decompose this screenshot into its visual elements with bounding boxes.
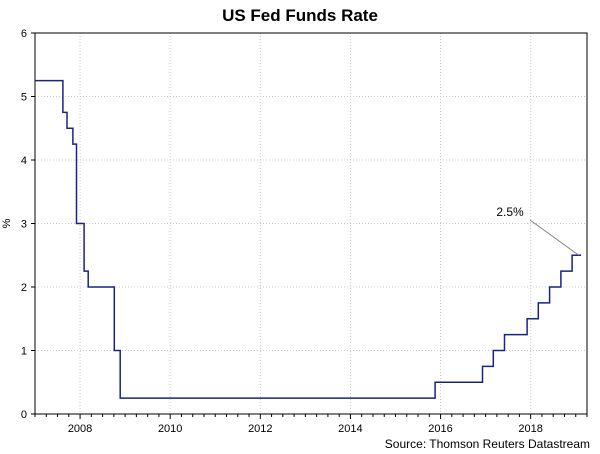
y-tick-label: 6 [21,28,27,40]
grid [35,33,587,414]
x-tick-label: 2014 [338,423,362,435]
x-tick-label: 2008 [68,423,92,435]
y-tick-label: 4 [21,155,27,167]
x-tick-label: 2012 [248,423,272,435]
x-tick-label: 2010 [158,423,182,435]
y-axis: 0 1 2 3 4 5 6 [21,28,35,421]
y-tick-label: 3 [21,219,27,231]
annotation-label: 2.5% [496,205,524,219]
x-tick-label: 2018 [518,423,542,435]
x-axis: 2008 2010 2012 2014 2016 2018 [34,414,588,435]
source-note: Source: Thomson Reuters Datastream [385,437,590,451]
y-tick-label: 2 [21,282,27,294]
annotations: 2.5% [496,205,579,256]
y-tick-label: 5 [21,92,27,104]
series-group [35,79,582,399]
chart-title: US Fed Funds Rate [222,6,378,25]
annotation-leader [529,219,579,256]
series-line [35,79,582,399]
y-tick-label: 1 [21,346,27,358]
y-tick-label: 0 [21,409,27,421]
x-tick-label: 2016 [428,423,452,435]
y-axis-label: % [1,218,13,228]
